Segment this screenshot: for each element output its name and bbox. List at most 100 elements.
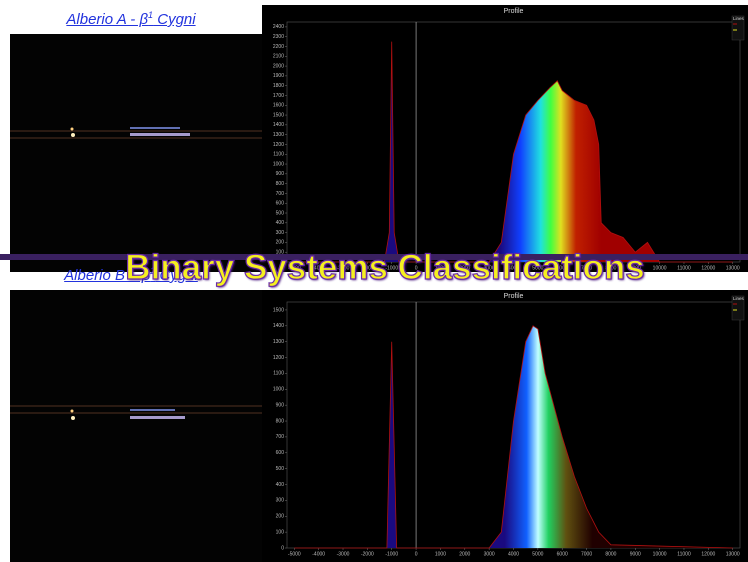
profile-line xyxy=(294,41,733,263)
x-tick-label: 5000 xyxy=(532,265,543,271)
y-tick-label: 400 xyxy=(276,482,285,488)
x-tick-label: -2000 xyxy=(361,551,374,557)
y-tick-label: 1700 xyxy=(273,93,284,99)
y-tick-label: 2100 xyxy=(273,54,284,60)
y-tick-label: 600 xyxy=(276,450,285,456)
x-tick-label: 3000 xyxy=(484,265,495,271)
y-tick-label: 800 xyxy=(276,418,285,424)
chart-title: Profile xyxy=(504,293,524,300)
y-tick-label: 2300 xyxy=(273,34,284,40)
y-tick-label: 1300 xyxy=(273,339,284,345)
y-tick-label: 2000 xyxy=(273,63,284,69)
panel-label: Alberio A - β1 Cygni xyxy=(66,10,196,28)
legend-title: Lines xyxy=(733,16,745,21)
y-tick-label: 1600 xyxy=(273,103,284,109)
y-tick-label: 1200 xyxy=(273,142,284,148)
star-image xyxy=(10,290,262,562)
x-tick-label: 3000 xyxy=(484,551,495,557)
y-tick-label: 1200 xyxy=(273,355,284,361)
x-tick-label: 8000 xyxy=(605,551,616,557)
profile-area xyxy=(294,41,733,262)
y-tick-label: 2200 xyxy=(273,44,284,50)
y-tick-label: 300 xyxy=(276,230,285,236)
y-tick-label: 600 xyxy=(276,201,285,207)
y-tick-label: 0 xyxy=(281,545,284,551)
x-tick-label: 8000 xyxy=(605,265,616,271)
legend-box xyxy=(731,15,745,41)
y-tick-label: 700 xyxy=(276,434,285,440)
y-tick-label: 200 xyxy=(276,240,285,246)
x-tick-label: 2000 xyxy=(459,265,470,271)
x-tick-label: 6000 xyxy=(557,265,568,271)
y-tick-label: 1100 xyxy=(273,371,284,377)
x-tick-label: 1000 xyxy=(435,265,446,271)
y-tick-label: 800 xyxy=(276,181,285,187)
x-tick-label: -3000 xyxy=(337,551,350,557)
x-tick-label: -1000 xyxy=(385,265,398,271)
profile-area xyxy=(294,325,733,548)
y-tick-label: 1400 xyxy=(273,323,284,329)
x-tick-label: 6000 xyxy=(557,551,568,557)
y-tick-label: 1500 xyxy=(273,112,284,118)
chart-title: Profile xyxy=(504,8,524,15)
x-tick-label: -5000 xyxy=(288,265,301,271)
x-tick-label: 13000 xyxy=(726,265,740,271)
spectrum-streak xyxy=(130,133,190,136)
y-tick-label: 900 xyxy=(276,171,285,177)
x-tick-label: 13000 xyxy=(726,551,740,557)
x-tick-label: 4000 xyxy=(508,265,519,271)
spectrum-streak xyxy=(130,416,185,419)
y-tick-label: 400 xyxy=(276,220,285,226)
y-tick-label: 200 xyxy=(276,514,285,520)
x-tick-label: -3000 xyxy=(337,265,350,271)
overlay-title: Binary Systems Classifications xyxy=(125,247,646,287)
x-tick-label: 0 xyxy=(415,265,418,271)
x-tick-label: 7000 xyxy=(581,551,592,557)
y-tick-label: 1000 xyxy=(273,161,284,167)
x-tick-label: -1000 xyxy=(385,551,398,557)
x-tick-label: 12000 xyxy=(701,551,715,557)
panel-label: Alberio B – β2 Cygni xyxy=(64,266,198,284)
star xyxy=(70,127,74,131)
x-tick-label: 10000 xyxy=(653,265,667,271)
star xyxy=(71,133,75,137)
x-tick-label: -2000 xyxy=(361,265,374,271)
x-tick-label: 5000 xyxy=(532,551,543,557)
star-image xyxy=(10,34,262,272)
spectrum-streak xyxy=(130,409,175,411)
x-tick-label: -4000 xyxy=(312,265,325,271)
y-tick-label: 700 xyxy=(276,191,285,197)
x-tick-label: 11000 xyxy=(677,265,691,271)
y-tick-label: 100 xyxy=(276,529,285,535)
x-tick-label: 4000 xyxy=(508,551,519,557)
spectrum-streak xyxy=(130,127,180,129)
y-tick-label: 1500 xyxy=(273,307,284,313)
x-tick-label: 12000 xyxy=(701,265,715,271)
x-tick-label: 9000 xyxy=(630,551,641,557)
x-tick-label: 10000 xyxy=(653,551,667,557)
x-tick-label: 0 xyxy=(415,551,418,557)
profile-line xyxy=(294,325,733,549)
y-tick-label: 1400 xyxy=(273,122,284,128)
y-tick-label: 1800 xyxy=(273,83,284,89)
x-tick-label: 9000 xyxy=(630,265,641,271)
star xyxy=(70,409,74,413)
legend-box xyxy=(731,295,745,321)
y-tick-label: 100 xyxy=(276,250,285,256)
x-tick-label: 11000 xyxy=(677,551,691,557)
y-tick-label: 300 xyxy=(276,498,285,504)
y-tick-label: 1000 xyxy=(273,387,284,393)
y-tick-label: 1300 xyxy=(273,132,284,138)
y-tick-label: 2400 xyxy=(273,24,284,30)
x-tick-label: -4000 xyxy=(312,551,325,557)
star xyxy=(71,416,75,420)
x-tick-label: -5000 xyxy=(288,551,301,557)
band xyxy=(0,254,748,260)
y-tick-label: 500 xyxy=(276,210,285,216)
y-tick-label: 500 xyxy=(276,466,285,472)
x-tick-label: 1000 xyxy=(435,551,446,557)
y-tick-label: 1900 xyxy=(273,73,284,79)
x-tick-label: 2000 xyxy=(459,551,470,557)
